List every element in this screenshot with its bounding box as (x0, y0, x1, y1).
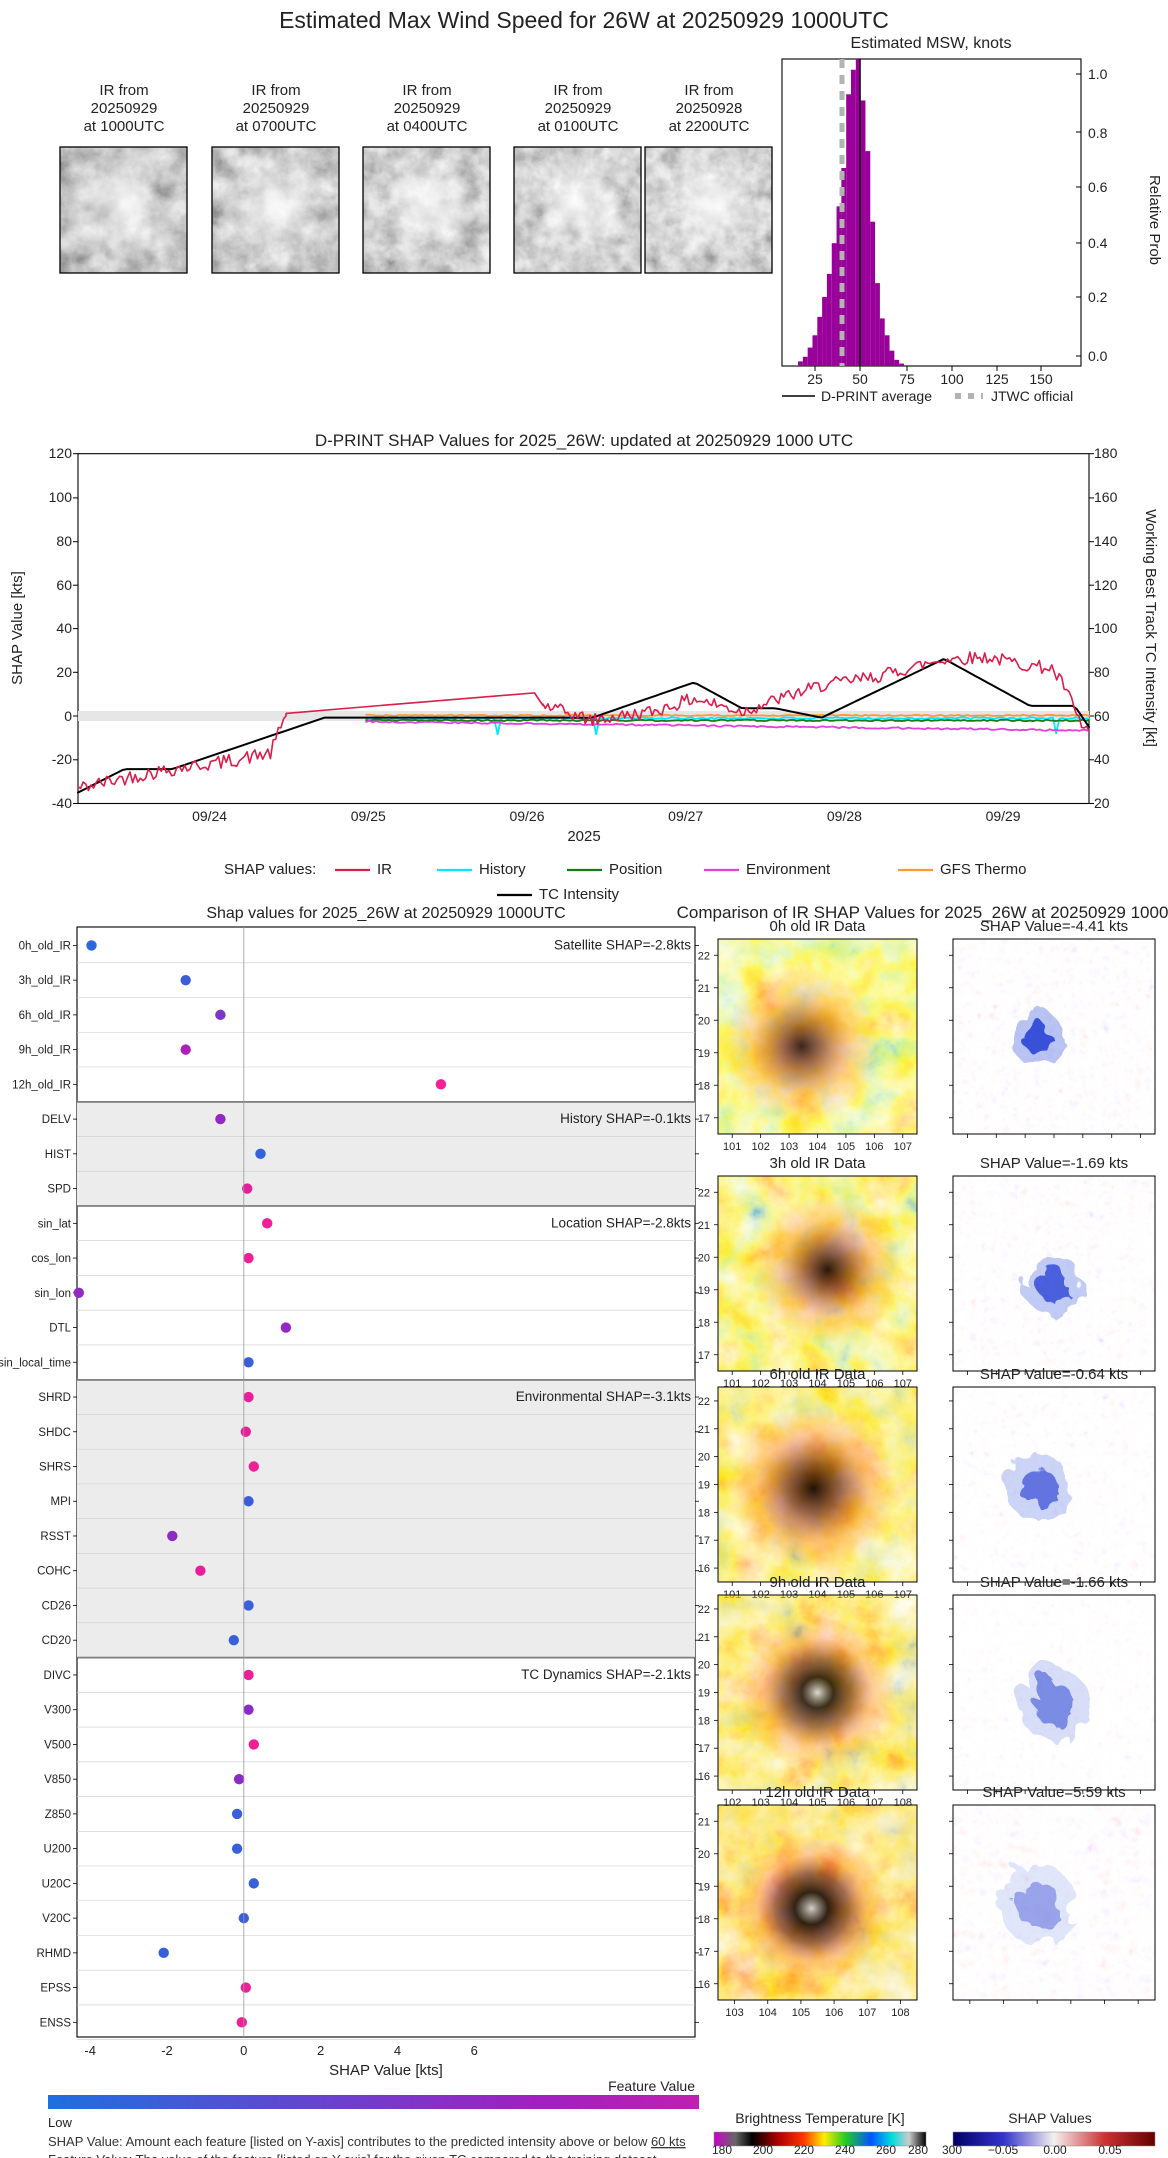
svg-text:19: 19 (698, 1881, 710, 1893)
svg-text:18: 18 (698, 1914, 710, 1926)
svg-text:102: 102 (751, 1141, 769, 1153)
svg-text:200: 200 (753, 2143, 773, 2157)
svg-text:21: 21 (698, 1816, 710, 1828)
svg-text:−0.05: −0.05 (988, 2143, 1019, 2157)
svg-text:240: 240 (835, 2143, 855, 2157)
svg-text:104: 104 (808, 1141, 826, 1153)
svg-text:19: 19 (698, 1688, 710, 1700)
svg-text:6h old IR Data: 6h old IR Data (770, 1366, 867, 1383)
svg-text:18: 18 (698, 1507, 710, 1519)
svg-text:19: 19 (698, 1048, 710, 1060)
svg-text:20: 20 (698, 1452, 710, 1464)
svg-text:12h old IR Data: 12h old IR Data (765, 1784, 870, 1801)
svg-text:21: 21 (698, 1220, 710, 1232)
svg-text:280: 280 (908, 2143, 928, 2157)
svg-text:105: 105 (792, 2007, 810, 2019)
svg-text:101: 101 (723, 1141, 741, 1153)
svg-text:16: 16 (698, 1563, 710, 1575)
svg-text:SHAP Value=-1.66 kts: SHAP Value=-1.66 kts (980, 1574, 1128, 1591)
svg-text:180: 180 (712, 2143, 732, 2157)
svg-text:0h old IR Data: 0h old IR Data (770, 918, 867, 935)
svg-text:18: 18 (698, 1080, 710, 1092)
svg-text:17: 17 (698, 1350, 710, 1362)
svg-text:106: 106 (865, 1141, 883, 1153)
svg-text:22: 22 (698, 1187, 710, 1199)
svg-text:19: 19 (698, 1285, 710, 1297)
svg-text:SHAP Value=-4.41 kts: SHAP Value=-4.41 kts (980, 918, 1128, 935)
svg-text:0.00: 0.00 (1043, 2143, 1067, 2157)
svg-text:20: 20 (698, 1252, 710, 1264)
svg-text:0.05: 0.05 (1098, 2143, 1122, 2157)
svg-text:SHAP Value=5.59 kts: SHAP Value=5.59 kts (982, 1784, 1125, 1801)
svg-text:103: 103 (725, 2007, 743, 2019)
svg-text:103: 103 (780, 1141, 798, 1153)
svg-text:220: 220 (794, 2143, 814, 2157)
svg-text:18: 18 (698, 1317, 710, 1329)
svg-text:SHAP Value=-1.69 kts: SHAP Value=-1.69 kts (980, 1155, 1128, 1172)
svg-text:19: 19 (698, 1480, 710, 1492)
svg-text:107: 107 (858, 2007, 876, 2019)
svg-text:22: 22 (698, 1604, 710, 1616)
svg-text:106: 106 (825, 2007, 843, 2019)
svg-text:20: 20 (698, 1660, 710, 1672)
svg-text:17: 17 (698, 1535, 710, 1547)
svg-text:3h old IR Data: 3h old IR Data (770, 1155, 867, 1172)
svg-text:21: 21 (698, 1424, 710, 1436)
svg-text:17: 17 (698, 1113, 710, 1125)
svg-text:20: 20 (698, 1015, 710, 1027)
svg-text:22: 22 (698, 1396, 710, 1408)
svg-text:260: 260 (876, 2143, 896, 2157)
svg-text:18: 18 (698, 1715, 710, 1727)
svg-text:104: 104 (759, 2007, 777, 2019)
svg-text:105: 105 (837, 1141, 855, 1153)
svg-text:Brightness Temperature [K]: Brightness Temperature [K] (735, 2110, 904, 2126)
svg-text:16: 16 (698, 1771, 710, 1783)
svg-text:16: 16 (698, 1979, 710, 1991)
svg-text:SHAP Values: SHAP Values (1008, 2110, 1092, 2126)
svg-text:9h old IR Data: 9h old IR Data (770, 1574, 867, 1591)
svg-text:17: 17 (698, 1743, 710, 1755)
svg-text:SHAP Value=-0.64 kts: SHAP Value=-0.64 kts (980, 1366, 1128, 1383)
svg-text:22: 22 (698, 950, 710, 962)
svg-text:17: 17 (698, 1946, 710, 1958)
svg-text:108: 108 (891, 2007, 909, 2019)
svg-text:20: 20 (698, 1849, 710, 1861)
svg-text:107: 107 (894, 1141, 912, 1153)
svg-text:21: 21 (698, 1632, 710, 1644)
svg-text:21: 21 (698, 983, 710, 995)
